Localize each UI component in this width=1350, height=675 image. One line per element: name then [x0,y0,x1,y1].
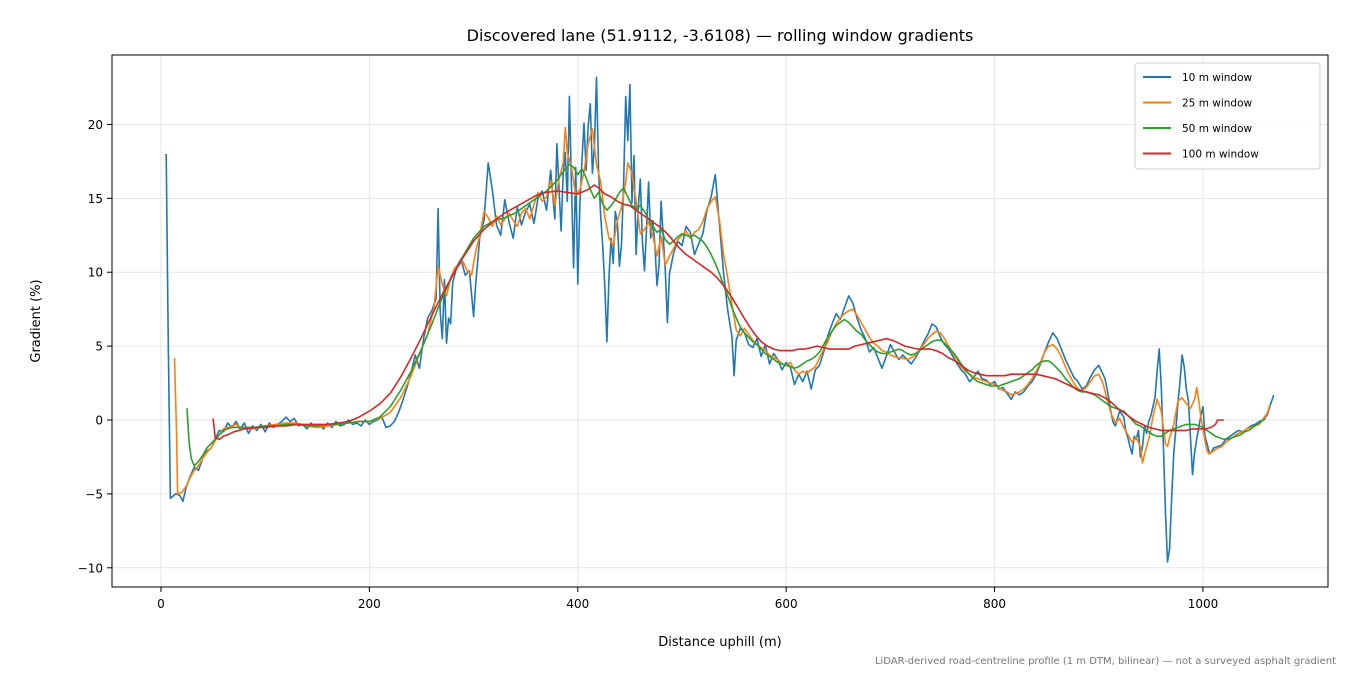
x-axis-label: Distance uphill (m) [658,635,781,650]
y-tick-label: 20 [88,118,103,132]
y-tick-label: −10 [78,561,103,575]
legend: 10 m window 25 m window 50 m window 100 m w… [1134,62,1321,170]
x-tick-label: 400 [566,597,589,611]
x-tick-label: 800 [983,597,1006,611]
y-axis-label: Gradient (%) [29,279,44,362]
series-line-2 [173,126,1271,495]
footnote: LiDAR-derived road-centreline profile (1… [875,656,1336,667]
y-tick-label: 0 [95,414,103,428]
x-tick-label: 600 [775,597,798,611]
series-line-4 [212,184,1224,440]
grid-lines [112,55,1328,587]
y-tick-label: 15 [88,192,103,206]
plot-frame [111,54,1329,588]
x-tick-label: 0 [157,597,165,611]
legend-label: 100 m window [1182,149,1259,161]
y-tick-label: −5 [85,487,103,501]
y-tick-label: 5 [95,340,103,354]
y-tick-label: 10 [88,266,103,280]
legend-label: 10 m window [1182,72,1253,84]
chart-title: Discovered lane (51.9112, -3.6108) — rol… [467,26,974,45]
x-tick-label: 1000 [1188,597,1219,611]
legend-label: 50 m window [1182,123,1253,135]
legend-box [1134,62,1321,170]
series-lines [165,76,1275,563]
axis-ticks: 0 200 400 600 800 1000 −10 −5 0 5 10 15 20 [78,118,1219,611]
x-tick-label: 200 [358,597,381,611]
legend-label: 25 m window [1182,98,1253,110]
